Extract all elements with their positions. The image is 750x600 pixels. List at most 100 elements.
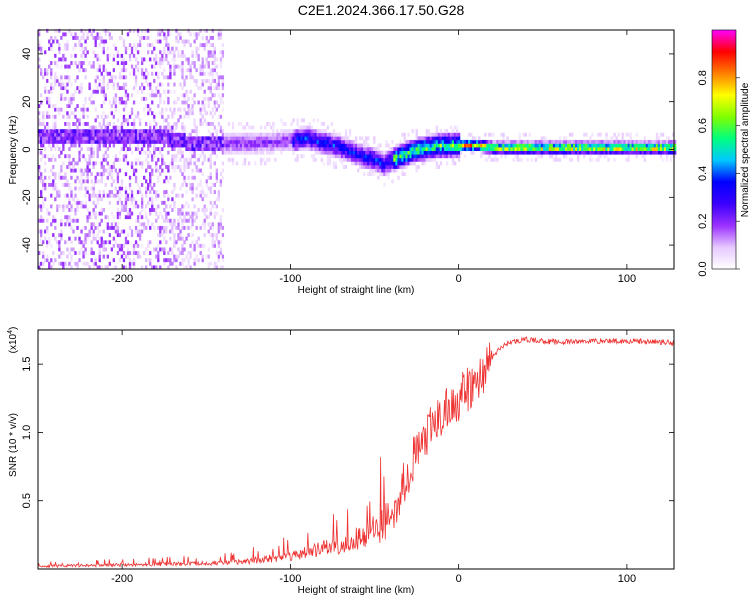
spectrogram-cell: [423, 154, 426, 159]
spectrogram-cell: [80, 86, 83, 91]
spectrogram-cell: [80, 139, 83, 144]
spectrogram-cell: [411, 129, 414, 134]
spectrogram-cell: [138, 222, 142, 227]
spectrogram-cell: [161, 215, 164, 220]
spectrogram-cell: [468, 139, 471, 144]
spectrogram-cell: [274, 143, 277, 148]
spectrogram-cell: [211, 68, 214, 73]
spectrogram-cell: [455, 147, 459, 151]
spectrogram-cell: [161, 147, 164, 151]
spectrogram-cell: [197, 57, 200, 62]
spectrogram-cell: [54, 236, 57, 241]
spectrogram-y-tick-label: 40: [21, 48, 33, 60]
spectrogram-cell: [193, 247, 196, 252]
spectrogram-cell: [379, 143, 382, 148]
spectrogram-cell: [44, 132, 47, 137]
spectrogram-cell: [114, 222, 118, 227]
spectrogram-cell: [451, 150, 455, 155]
spectrogram-cell: [393, 161, 396, 166]
spectrogram-cell: [213, 50, 216, 55]
spectrogram-cell: [207, 53, 210, 58]
spectrogram-cell: [223, 136, 227, 141]
spectrogram-cell: [484, 143, 487, 148]
spectrogram-cell: [130, 50, 134, 55]
spectrogram-cell: [82, 251, 85, 255]
spectrogram-cell: [68, 64, 71, 69]
spectrogram-cell: [221, 136, 225, 141]
spectrogram-cell: [189, 32, 192, 37]
spectrogram-cell: [122, 136, 126, 141]
spectrogram-cell: [201, 197, 204, 202]
spectrogram-cell: [74, 129, 77, 134]
spectrogram-cell: [203, 46, 206, 51]
spectrogram-cell: [128, 175, 132, 180]
spectrogram-cell: [203, 147, 206, 151]
spectrogram-cell: [155, 53, 158, 58]
spectrogram-cell: [288, 132, 291, 137]
spectrogram-cell: [116, 82, 120, 87]
spectrogram-cell: [571, 132, 574, 137]
spectrogram-cell: [571, 143, 574, 148]
spectrogram-cell: [66, 104, 69, 108]
spectrogram-cell: [48, 240, 51, 245]
spectrogram-cell: [566, 147, 570, 151]
spectrogram-cell: [98, 129, 101, 134]
spectrogram-cell: [443, 154, 447, 159]
spectrogram-cell: [272, 136, 275, 141]
spectrogram-cell: [46, 258, 49, 263]
spectrogram-cell: [70, 240, 73, 245]
spectrogram-cell: [52, 186, 55, 191]
spectrogram-cell: [262, 139, 265, 144]
spectrogram-cell: [352, 161, 356, 166]
spectrogram-cell: [74, 236, 77, 241]
spectrogram-cell: [369, 147, 372, 151]
spectrogram-cell: [72, 136, 75, 141]
spectrogram-cell: [627, 132, 630, 137]
snr-y-multiplier-close: ): [8, 327, 19, 330]
spectrogram-cell: [140, 182, 144, 187]
spectrogram-cell: [472, 143, 475, 148]
spectrogram-cell: [435, 165, 439, 169]
spectrogram-cell: [211, 147, 214, 151]
spectrogram-cell: [314, 157, 317, 162]
spectrogram-cell: [264, 136, 267, 141]
spectrogram-cell: [637, 143, 640, 148]
spectrogram-cell: [62, 57, 65, 62]
spectrogram-cell: [221, 265, 225, 270]
spectrogram-cell: [50, 71, 53, 76]
spectrogram-cell: [391, 165, 394, 169]
spectrogram-cell: [516, 157, 519, 162]
spectrogram-cell: [280, 129, 283, 134]
spectrogram-cell: [211, 236, 214, 241]
spectrogram-cell: [407, 139, 410, 144]
spectrogram-cell: [621, 136, 624, 141]
spectrogram-cell: [486, 150, 489, 155]
spectrogram-cell: [96, 193, 99, 198]
spectrogram-cell: [44, 258, 47, 263]
spectrogram-cell: [421, 150, 424, 155]
spectrogram-cell: [611, 143, 614, 148]
spectrogram-cell: [128, 208, 132, 212]
spectrogram-cell: [94, 261, 97, 266]
spectrogram-cell: [142, 150, 146, 155]
spectrogram-cell: [187, 107, 190, 112]
spectrogram-cell: [128, 186, 132, 191]
spectrogram-cell: [114, 265, 118, 270]
spectrogram-cell: [142, 139, 146, 144]
spectrogram-cell: [409, 161, 412, 166]
spectrogram-cell: [528, 147, 531, 151]
spectrogram-cell: [183, 132, 186, 137]
spectrogram-cell: [215, 261, 218, 266]
spectrogram-cell: [177, 211, 180, 216]
spectrogram-cell: [110, 175, 114, 180]
spectrogram-cell: [342, 136, 346, 141]
spectrogram-cell: [619, 143, 622, 148]
spectrogram-cell: [451, 132, 455, 137]
spectrogram-cell: [40, 208, 43, 212]
spectrogram-cell: [197, 46, 200, 51]
spectrogram-cell: [397, 143, 400, 148]
spectrogram-cell: [219, 35, 223, 40]
spectrogram-cell: [294, 129, 297, 134]
spectrogram-cell: [140, 82, 144, 87]
spectrogram-cell: [375, 150, 378, 155]
